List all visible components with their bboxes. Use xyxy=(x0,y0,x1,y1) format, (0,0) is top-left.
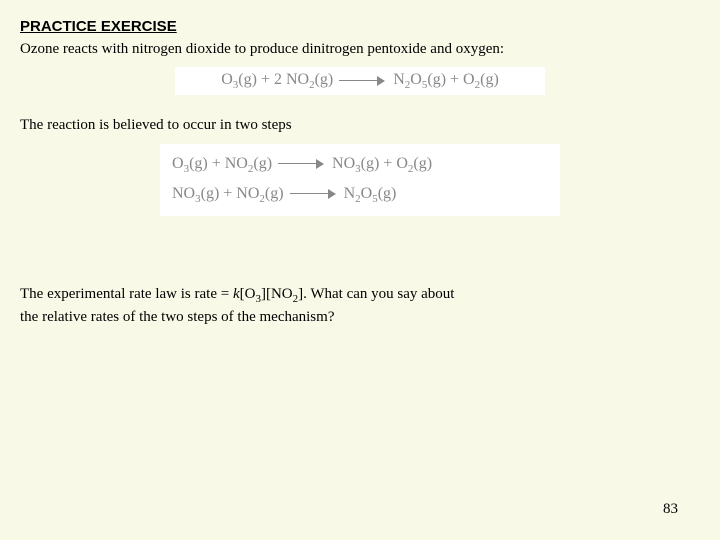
mechanism-intro-text: The reaction is believed to occur in two… xyxy=(20,115,700,135)
intro-text: Ozone reacts with nitrogen dioxide to pr… xyxy=(20,39,700,59)
reactant-1-state: (g) xyxy=(238,71,257,88)
reaction-arrow-icon xyxy=(278,159,326,169)
product-1-state: (g) xyxy=(427,71,446,88)
product-1: N xyxy=(393,71,405,88)
product-1b: O xyxy=(410,71,422,88)
plus-2: + xyxy=(446,71,463,88)
plus-1: + xyxy=(257,71,274,88)
product-2: O xyxy=(463,71,475,88)
reaction-arrow-icon xyxy=(339,76,387,86)
rate-law-text: The experimental rate law is rate = k[O3… xyxy=(20,284,700,327)
product-2-state: (g) xyxy=(480,71,499,88)
overall-equation: O3(g) + 2 NO2(g)N2O5(g) + O2(g) xyxy=(175,67,545,95)
practice-exercise-heading: PRACTICE EXERCISE xyxy=(20,18,700,35)
mechanism-equations: O3(g) + NO2(g)NO3(g) + O2(g) NO3(g) + NO… xyxy=(160,144,560,216)
coef-2: 2 xyxy=(274,71,286,88)
mechanism-step-2: NO3(g) + NO2(g)N2O5(g) xyxy=(172,180,548,210)
reactant-2: NO xyxy=(286,71,309,88)
mechanism-step-1: O3(g) + NO2(g)NO3(g) + O2(g) xyxy=(172,150,548,180)
reactant-2-state: (g) xyxy=(315,71,334,88)
page-number: 83 xyxy=(663,501,678,518)
reaction-arrow-icon xyxy=(290,189,338,199)
reactant-1: O xyxy=(221,71,233,88)
